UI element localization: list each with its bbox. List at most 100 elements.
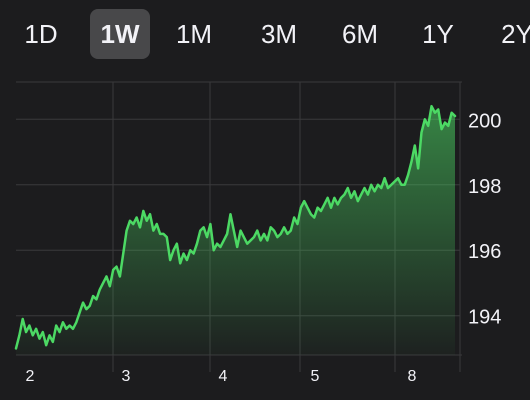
price-point: [152, 229, 155, 232]
price-point: [216, 242, 218, 245]
price-point: [373, 190, 376, 193]
price-point: [176, 242, 178, 245]
price-point: [68, 324, 71, 327]
price-point: [155, 223, 158, 225]
y-tick-label: 200: [468, 110, 501, 132]
tab-1d[interactable]: 1D: [24, 19, 58, 49]
price-point: [323, 203, 326, 206]
price-point: [336, 203, 339, 206]
price-point: [393, 180, 396, 183]
price-point: [122, 252, 125, 255]
tab-1y[interactable]: 1Y: [422, 19, 454, 49]
tab-6m[interactable]: 6M: [341, 19, 379, 49]
price-point: [58, 331, 61, 333]
price-point: [279, 233, 282, 235]
price-point: [306, 206, 309, 209]
price-point: [202, 226, 205, 229]
price-point: [38, 337, 41, 340]
price-point: [246, 242, 249, 245]
price-point: [330, 206, 332, 209]
price-point: [135, 216, 138, 219]
price-point: [192, 252, 195, 255]
price-chart-svg: 194 196 198 200 2 3 4 5 8: [14, 81, 501, 385]
price-point: [42, 331, 44, 333]
tab-1m[interactable]: 1M: [175, 19, 213, 49]
price-point: [172, 249, 175, 252]
price-point: [25, 331, 27, 333]
tab-1w[interactable]: 1W: [90, 9, 150, 59]
price-point: [413, 144, 416, 147]
price-point: [139, 226, 141, 229]
price-point: [15, 347, 17, 350]
price-point: [367, 193, 369, 196]
price-point: [226, 233, 228, 235]
price-point: [82, 301, 84, 304]
price-point: [353, 190, 356, 193]
price-point: [313, 216, 316, 219]
price-point: [437, 108, 440, 111]
price-point: [444, 121, 446, 124]
price-point: [129, 219, 131, 222]
price-point: [316, 206, 319, 209]
price-point: [98, 288, 101, 291]
price-point: [293, 216, 295, 219]
x-tick-label: 4: [219, 368, 228, 385]
price-point: [209, 223, 212, 225]
price-point: [142, 210, 145, 212]
price-point: [112, 269, 114, 271]
price-point: [222, 239, 225, 242]
price-points: [15, 105, 456, 350]
x-tick-label: 5: [311, 368, 320, 385]
price-point: [62, 321, 64, 324]
price-point: [440, 128, 443, 130]
price-area-fill: [16, 106, 455, 355]
price-point: [179, 262, 182, 265]
price-point: [403, 183, 406, 186]
price-point: [370, 183, 373, 186]
price-point: [233, 229, 235, 232]
price-point: [28, 324, 31, 327]
price-point: [31, 334, 34, 337]
price-point: [410, 161, 413, 163]
price-point: [119, 275, 121, 278]
price-point: [95, 298, 98, 301]
price-point: [35, 328, 37, 330]
price-point: [346, 187, 349, 189]
price-point: [72, 328, 74, 330]
price-point: [145, 219, 148, 222]
price-point: [199, 229, 202, 232]
price-point: [397, 177, 399, 180]
price-point: [377, 183, 379, 186]
price-point: [447, 125, 450, 127]
price-point: [75, 321, 78, 324]
price-point: [430, 105, 433, 107]
price-point: [229, 213, 232, 216]
price-point: [340, 197, 342, 199]
price-point: [186, 259, 188, 261]
price-point: [253, 236, 255, 238]
price-point: [115, 265, 118, 268]
price-point: [420, 131, 423, 134]
price-point: [400, 183, 403, 186]
price-point: [434, 111, 436, 114]
price-point: [454, 115, 456, 117]
price-point: [21, 318, 24, 320]
price-point: [243, 236, 245, 238]
y-tick-label: 194: [468, 307, 501, 329]
tab-3m[interactable]: 3M: [260, 19, 298, 49]
price-point: [333, 197, 336, 199]
price-point: [85, 308, 88, 310]
price-point: [249, 239, 252, 242]
price-point: [159, 233, 161, 235]
price-point: [276, 236, 279, 238]
price-point: [182, 252, 185, 255]
x-tick-label: 3: [122, 368, 131, 385]
price-point: [92, 295, 94, 297]
tab-2y[interactable]: 2Y: [501, 19, 530, 49]
price-point: [166, 236, 168, 238]
price-point: [266, 239, 269, 242]
price-point: [424, 118, 426, 121]
price-point: [360, 193, 362, 196]
price-point: [283, 226, 285, 229]
price-point: [149, 213, 151, 216]
